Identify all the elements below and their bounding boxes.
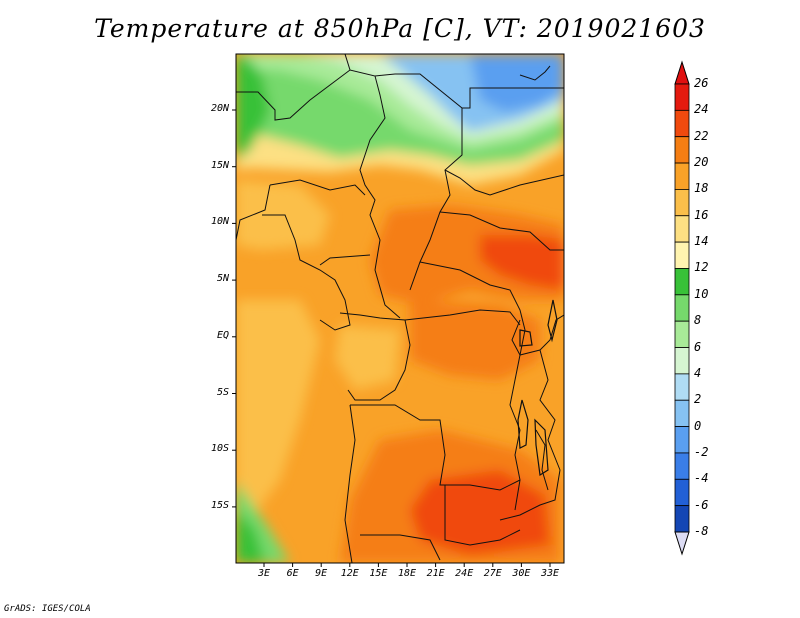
colorbar-segment (674, 452, 690, 480)
colorbar-label: 8 (694, 313, 702, 328)
colorbar-label: 18 (694, 181, 709, 196)
lon-label: 3E (257, 568, 271, 579)
colorbar-label: 14 (694, 234, 709, 249)
colorbar-label: 20 (694, 155, 709, 170)
colorbar-segment (674, 162, 690, 190)
colorbar-label: 2 (694, 392, 702, 407)
colorbar-segment (674, 109, 690, 138)
lon-label: 18E (397, 568, 417, 579)
colorbar-segment (674, 241, 690, 269)
colorbar-segment (674, 373, 690, 401)
colorbar-segment (674, 505, 690, 533)
colorbar-label: -2 (694, 444, 709, 459)
lat-label: 20N (210, 103, 229, 114)
colorbar-top-arrow (674, 60, 690, 85)
colorbar-segment (674, 426, 690, 454)
colorbar-segment (674, 478, 690, 507)
lon-label: 30E (512, 568, 531, 579)
colorbar-segment (674, 268, 690, 296)
colorbar-label: 4 (694, 365, 702, 380)
lon-label: 33E (540, 568, 560, 579)
colorbar-label: 6 (694, 339, 702, 354)
colorbar-label: 10 (694, 286, 709, 301)
colorbar-segment (674, 320, 690, 348)
temperature-field (236, 54, 564, 563)
lat-label: 5N (216, 273, 229, 285)
lon-label: 9E (315, 568, 328, 579)
colorbar-segment (674, 399, 690, 427)
lat-label: 15S (210, 499, 229, 511)
colorbar-label: 16 (694, 207, 709, 222)
colorbar-label: 0 (694, 418, 702, 433)
colorbar-label: 12 (694, 260, 709, 275)
lon-label: 15E (369, 568, 388, 579)
lon-label: 6E (286, 568, 299, 579)
map-frame (235, 53, 565, 564)
colorbar-label: -6 (694, 497, 709, 512)
colorbar-label: -8 (694, 524, 709, 538)
lat-label: 10S (210, 443, 229, 455)
colorbar-segment (674, 189, 690, 217)
lat-label: 5S (216, 386, 229, 398)
colorbar-label: -4 (694, 471, 709, 486)
colorbar-label: 26 (694, 76, 709, 90)
lon-label: 21E (426, 568, 445, 579)
lat-label: 10N (210, 216, 229, 228)
lat-label: EQ (216, 329, 229, 341)
colorbar-segment (674, 347, 690, 375)
lon-label: 24E (455, 568, 474, 579)
lat-label: 15N (210, 159, 229, 171)
colorbar-segment (674, 83, 690, 111)
colorbar-segment (674, 294, 690, 322)
colorbar (674, 60, 690, 556)
colorbar-bottom-arrow (674, 531, 690, 556)
map-title: Temperature at 850hPa [C], VT: 201902160… (94, 14, 706, 43)
lon-label: 12E (340, 568, 359, 579)
colorbar-label: 24 (694, 102, 709, 117)
colorbar-label: 22 (694, 128, 709, 143)
colorbar-segment (674, 215, 690, 243)
colorbar-segment (674, 136, 690, 164)
grads-credit: GrADS: IGES/COLA (4, 604, 91, 614)
lon-label: 27E (483, 568, 502, 579)
